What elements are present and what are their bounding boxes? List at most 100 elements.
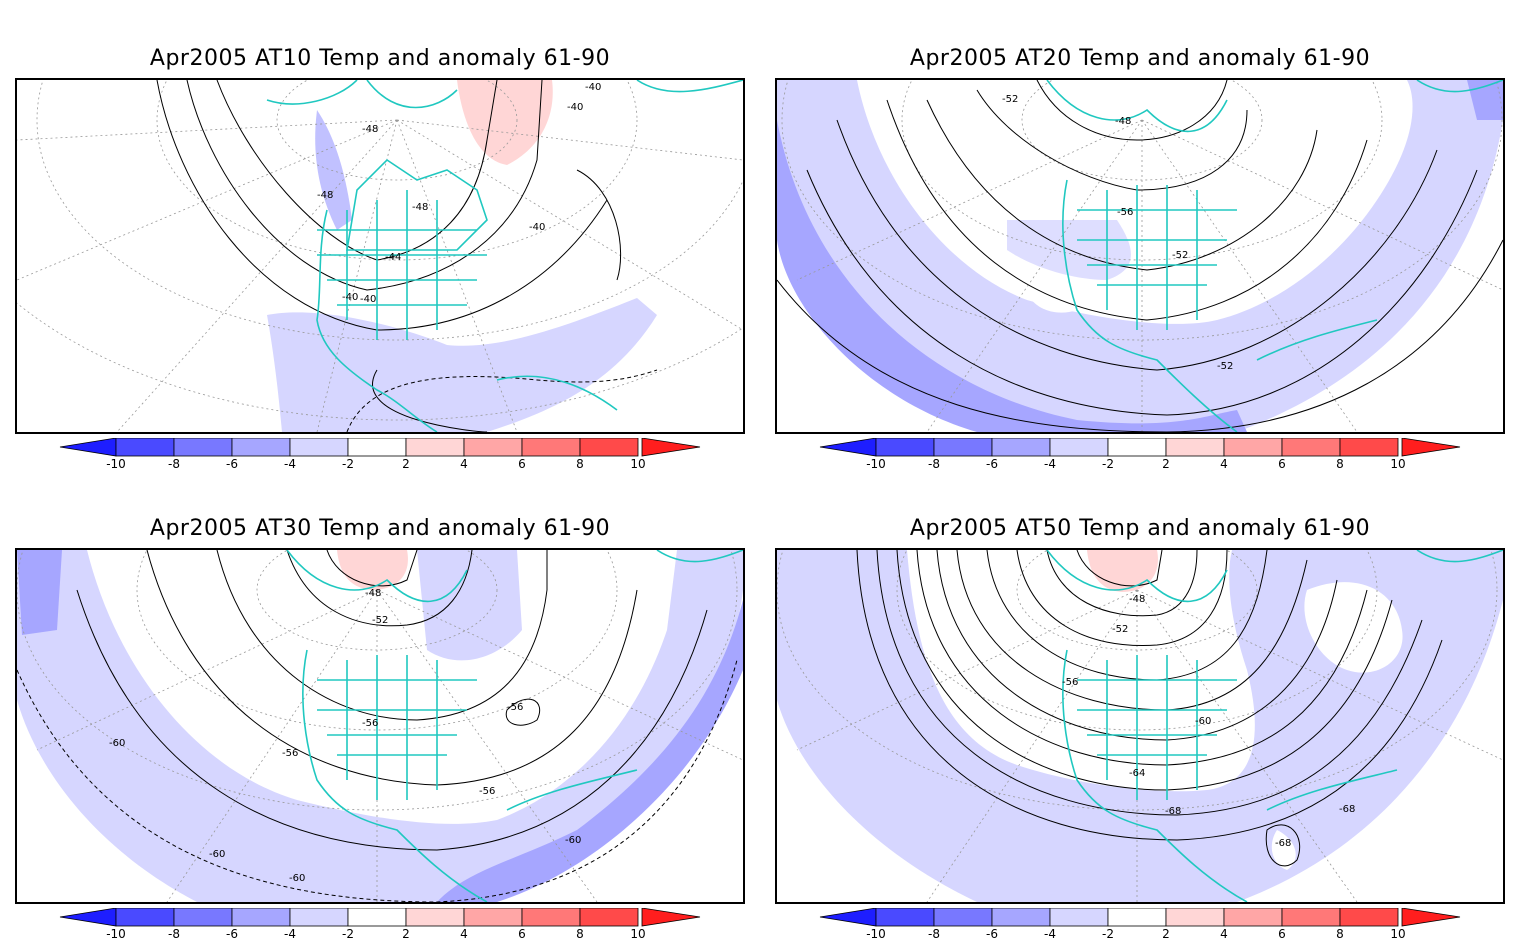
contour-label: -48 bbox=[317, 190, 333, 201]
contour-label: -56 bbox=[507, 702, 523, 713]
map-at10: -48 -48 -48 -44 -40 -40 -40 -40 -40 bbox=[15, 78, 745, 434]
colorbar-cell bbox=[819, 908, 877, 927]
colorbar-cell bbox=[115, 908, 175, 927]
map-at50: -48 -52 -56 -60 -64 -68 -68 -68 bbox=[775, 548, 1505, 904]
colorbar-cell bbox=[347, 438, 407, 457]
contour-label: -68 bbox=[1275, 838, 1291, 849]
colorbar-cell bbox=[991, 438, 1051, 457]
colorbar-cell bbox=[1049, 908, 1109, 927]
colorbar-tick-label: 6 bbox=[1278, 927, 1286, 940]
colorbar-cell bbox=[59, 438, 117, 457]
graticule bbox=[17, 550, 743, 902]
colorbar-cell bbox=[463, 908, 523, 927]
colorbar-cell bbox=[347, 908, 407, 927]
anomaly-positive-region bbox=[457, 80, 553, 165]
map-at30: -48 -52 -56 -56 -56 -56 -60 -60 -60 -60 bbox=[15, 548, 745, 904]
contour-label: -40 bbox=[585, 82, 601, 93]
anomaly-negative-region bbox=[777, 120, 1247, 432]
colorbar-cell bbox=[875, 438, 935, 457]
colorbar-cell bbox=[521, 908, 581, 927]
colorbar-cell bbox=[521, 438, 581, 457]
colorbar-tick-label: -8 bbox=[168, 927, 180, 940]
contour-label: -60 bbox=[209, 849, 225, 860]
colorbar-tick-label: 6 bbox=[518, 457, 526, 471]
contour-label: -52 bbox=[1002, 94, 1018, 105]
colorbar-cell bbox=[1339, 908, 1399, 927]
colorbar-cell bbox=[59, 908, 117, 927]
colorbar-tick-label: -2 bbox=[342, 457, 354, 471]
colorbar-cell bbox=[641, 908, 701, 927]
colorbar-cell bbox=[1401, 438, 1461, 457]
contour-label: -56 bbox=[362, 718, 378, 729]
colorbar-tick-label: 6 bbox=[1278, 457, 1286, 471]
colorbar-tick-label: -4 bbox=[284, 457, 296, 471]
colorbar-cell bbox=[1165, 908, 1225, 927]
contour-label: -60 bbox=[565, 835, 581, 846]
colorbar-cell bbox=[1049, 438, 1109, 457]
anomaly-negative-region bbox=[267, 298, 657, 432]
colorbar-cell bbox=[641, 438, 701, 457]
colorbar-tick-label: -6 bbox=[226, 927, 238, 940]
contour-label: -68 bbox=[1339, 804, 1355, 815]
colorbar-tick-label: 4 bbox=[1220, 927, 1228, 940]
colorbar-tick-label: -8 bbox=[928, 457, 940, 471]
colorbar-tick-label: -6 bbox=[226, 457, 238, 471]
colorbar-cell bbox=[289, 438, 349, 457]
anomaly-neutral-region bbox=[87, 550, 677, 824]
colorbar-tick-label: 4 bbox=[460, 457, 468, 471]
contour-labels: -48 -48 -48 -44 -40 -40 -40 -40 -40 bbox=[317, 82, 601, 305]
colorbar-cell bbox=[1281, 438, 1341, 457]
colorbar: -10 -8 -6 -4 -2 2 4 6 8 10 bbox=[59, 908, 701, 940]
anomaly-neutral-region bbox=[1025, 268, 1089, 313]
colorbar-cell bbox=[991, 908, 1051, 927]
colorbar-tick-label: 2 bbox=[1162, 927, 1170, 940]
colorbar-tick-label: 2 bbox=[1162, 457, 1170, 471]
colorbar-tick-label: -10 bbox=[866, 927, 886, 940]
map-svg: -48 -52 -56 -60 -64 -68 -68 -68 bbox=[777, 550, 1503, 902]
contour-label: -52 bbox=[372, 615, 388, 626]
anomaly-neutral-region bbox=[907, 550, 1255, 792]
temperature-contours bbox=[856, 550, 1443, 867]
map-svg: -48 -52 -56 -56 -56 -56 -60 -60 -60 -60 bbox=[17, 550, 743, 902]
colorbar-tick-label: 8 bbox=[1336, 457, 1344, 471]
anomaly-neutral-region bbox=[1304, 582, 1403, 673]
colorbar-tick-label: 8 bbox=[576, 457, 584, 471]
colorbar-cell bbox=[1401, 908, 1461, 927]
colorbar-cell bbox=[1107, 908, 1167, 927]
colorbar-tick-label: -2 bbox=[1102, 457, 1114, 471]
colorbar-tick-label: -8 bbox=[168, 457, 180, 471]
colorbar-cell bbox=[173, 438, 233, 457]
contour-label: -60 bbox=[1195, 716, 1211, 727]
contour-label: -40 bbox=[360, 294, 376, 305]
colorbar-tick-label: 4 bbox=[460, 927, 468, 940]
colorbar-tick-label: -4 bbox=[1044, 457, 1056, 471]
colorbar-tick-label: 10 bbox=[630, 457, 645, 471]
colorbar-tick-label: 10 bbox=[1390, 457, 1405, 471]
colorbar-tick-label: -2 bbox=[1102, 927, 1114, 940]
colorbar-cell bbox=[405, 908, 465, 927]
contour-label: -40 bbox=[529, 222, 545, 233]
anomaly-negative-region bbox=[315, 110, 352, 230]
map-at20: -52 -48 -56 -52 -52 bbox=[775, 78, 1505, 434]
contour-label: -64 bbox=[1129, 768, 1145, 779]
contour-label: -56 bbox=[479, 786, 495, 797]
coastlines bbox=[266, 80, 743, 432]
colorbar-cell bbox=[933, 438, 993, 457]
colorbar-tick-label: 10 bbox=[630, 927, 645, 940]
colorbar-cell bbox=[231, 908, 291, 927]
colorbar-cell bbox=[819, 438, 877, 457]
colorbar-tick-label: -10 bbox=[106, 457, 126, 471]
contour-label: -40 bbox=[342, 292, 358, 303]
anomaly-neutral-region bbox=[1271, 830, 1296, 870]
panel-title: Apr2005 AT20 Temp and anomaly 61-90 bbox=[909, 46, 1371, 71]
colorbar-cell bbox=[933, 908, 993, 927]
map-svg: -52 -48 -56 -52 -52 bbox=[777, 80, 1503, 432]
contour-label: -48 bbox=[365, 588, 381, 599]
colorbar-tick-label: -8 bbox=[928, 927, 940, 940]
colorbar-cell bbox=[173, 908, 233, 927]
contour-label: -40 bbox=[567, 102, 583, 113]
colorbar-cell bbox=[579, 908, 639, 927]
contour-label: -48 bbox=[1115, 116, 1131, 127]
anomaly-negative-region bbox=[17, 550, 62, 635]
contour-label: -56 bbox=[282, 748, 298, 759]
